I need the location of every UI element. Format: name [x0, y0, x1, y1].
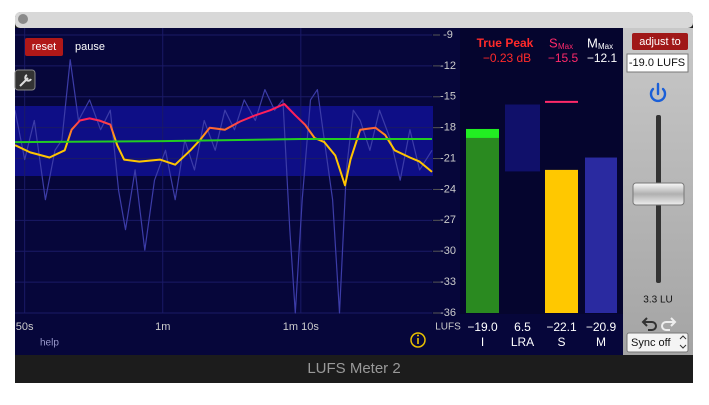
product-name: LUFS Meter 2 [307, 360, 400, 377]
adjust-label[interactable]: adjust to [639, 36, 681, 48]
m-max-value: −12.1 [587, 51, 618, 65]
s-max-value: −15.5 [548, 51, 579, 65]
y-tick-label: -18 [440, 122, 456, 134]
pause-button[interactable]: pause [75, 41, 105, 53]
x-tick-label: 50s [16, 321, 34, 333]
undo-button[interactable] [641, 317, 657, 331]
info-button[interactable] [410, 332, 426, 348]
y-tick-label: -9 [443, 29, 453, 41]
y-tick-label: -36 [440, 307, 456, 319]
true-peak-label: True Peak [477, 36, 534, 50]
meter-value: 6.5 [514, 320, 531, 334]
s-max-sub: Max [558, 42, 573, 51]
y-tick-label: -21 [440, 152, 456, 164]
footer [15, 355, 693, 383]
true-peak-value: −0.23 dB [483, 51, 531, 65]
y-unit: LUFS [435, 322, 461, 333]
gain-value: 3.3 LU [643, 295, 672, 306]
slider-knob[interactable] [632, 182, 685, 206]
sync-label[interactable]: Sync off [631, 337, 671, 349]
y-tick-label: -15 [440, 91, 456, 103]
y-tick-label: -24 [440, 183, 456, 195]
y-tick-label: -27 [440, 214, 456, 226]
loudness-line [15, 103, 433, 187]
redo-button[interactable] [661, 317, 677, 331]
x-tick-label: 1m [155, 321, 170, 333]
reset-button[interactable] [25, 38, 63, 56]
meter-bar [545, 169, 578, 313]
m-max-sub: Max [598, 42, 613, 51]
power-button[interactable] [649, 82, 667, 103]
wrench-icon [19, 74, 32, 87]
meter-name: S [557, 335, 565, 349]
meter-bar [585, 157, 617, 313]
meter-value: −22.1 [546, 320, 577, 334]
adjust-button[interactable] [632, 33, 688, 50]
close-dot[interactable] [18, 14, 28, 24]
m-max-label: M [587, 35, 598, 50]
info-glyph [417, 338, 419, 344]
meter-name: I [481, 335, 484, 349]
info-glyph-dot [417, 334, 419, 337]
x-tick-label: 1m 10s [283, 321, 320, 333]
meter-bar [466, 137, 499, 313]
target-field[interactable] [626, 53, 689, 73]
meter-name: LRA [511, 335, 534, 349]
meter-value: −20.9 [586, 320, 617, 334]
loudness-line [15, 138, 432, 144]
meter-name: M [596, 335, 606, 349]
meters [460, 28, 623, 314]
sync-dropdown[interactable] [626, 332, 689, 353]
meter-value: −19.0 [467, 320, 498, 334]
y-tick-label: -12 [440, 60, 456, 72]
title-bar [15, 12, 693, 28]
y-tick-label: -33 [440, 276, 456, 288]
s-max-label: S [549, 35, 558, 50]
reset-label[interactable]: reset [32, 41, 56, 53]
y-tick-label: -30 [440, 245, 456, 257]
lra-range [505, 104, 540, 172]
target-value[interactable]: -19.0 LUFS [629, 57, 685, 69]
help-link[interactable]: help [40, 338, 59, 349]
history-graph [15, 28, 433, 314]
dropdown-arrows [679, 335, 687, 349]
meter-cap [466, 128, 499, 138]
loudness-line [15, 59, 433, 314]
